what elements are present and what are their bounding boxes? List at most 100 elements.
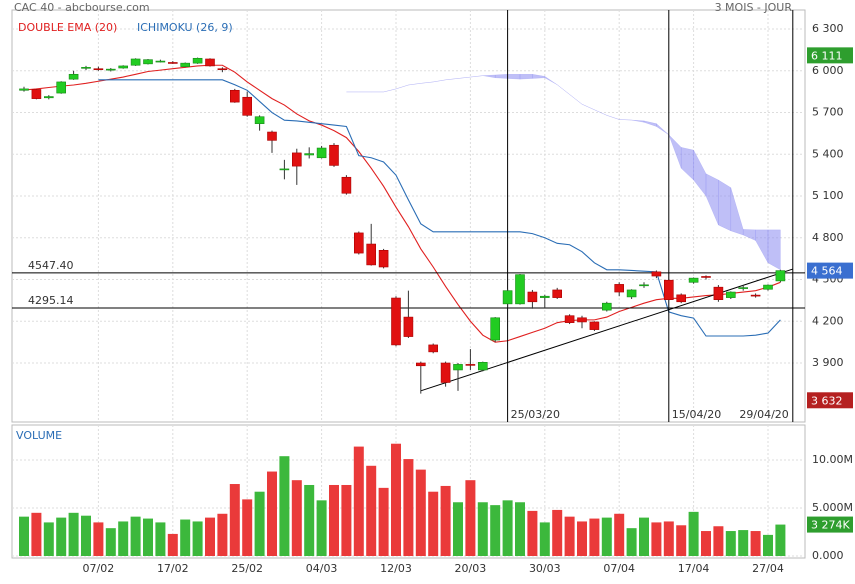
candle-body	[403, 316, 414, 337]
candle-body	[118, 65, 128, 69]
candle-body	[19, 88, 29, 91]
marker-label: 15/04/20	[672, 408, 721, 421]
candle-body	[725, 291, 736, 298]
badge-label: 3 274K	[811, 519, 850, 532]
ichimoku-cloud	[519, 74, 533, 80]
value-badge	[807, 516, 853, 533]
volume-bar	[614, 513, 625, 556]
candle-body	[527, 291, 538, 303]
candle-body	[56, 81, 67, 94]
volume-bar	[267, 471, 277, 556]
candle-body	[688, 277, 699, 283]
volume-bar	[453, 502, 463, 556]
overlay-line	[98, 79, 781, 337]
x-tick-label: 12/03	[380, 562, 412, 575]
volume-bar	[19, 516, 29, 556]
x-tick-label: 30/03	[529, 562, 561, 575]
ichimoku-cloud	[767, 229, 781, 271]
candle-body	[391, 297, 401, 346]
volume-bar	[43, 522, 54, 556]
volume-bar	[750, 531, 761, 556]
volume-bar	[155, 522, 166, 556]
ichimoku-cloud	[656, 123, 669, 136]
volume-bar	[167, 533, 178, 556]
volume-bar	[564, 516, 575, 556]
volume-bar	[316, 500, 327, 556]
volume-bar	[378, 487, 389, 556]
y-tick-label: 3 900	[812, 356, 844, 369]
volume-bar	[130, 516, 141, 556]
candle-body	[279, 168, 290, 171]
candle-body	[291, 152, 302, 167]
volume-bar	[663, 521, 674, 556]
candle-body	[515, 274, 525, 305]
volume-bar	[254, 491, 265, 556]
candle-body	[539, 295, 550, 298]
volume-bar	[353, 446, 364, 556]
y-tick-label: 6 300	[812, 22, 844, 35]
x-tick-label: 04/03	[306, 562, 338, 575]
volume-bar	[180, 519, 191, 556]
candle-body	[43, 96, 54, 99]
volume-bar	[502, 500, 513, 556]
volume-bar	[688, 511, 699, 556]
volume-bar	[527, 510, 538, 556]
volume-bar	[68, 512, 79, 556]
value-badge	[807, 392, 853, 409]
volume-bar	[366, 465, 377, 556]
volume-bar	[105, 528, 116, 556]
badge-label: 4 564	[811, 265, 843, 278]
candle-body	[81, 67, 91, 69]
value-badge	[807, 262, 853, 279]
volume-bar	[701, 531, 711, 556]
candle-body	[651, 271, 662, 277]
marker-label: 25/03/20	[511, 408, 560, 421]
overlay-line	[23, 64, 781, 343]
ichimoku-cloud	[544, 75, 558, 85]
candle-body	[106, 68, 116, 71]
candle-body	[130, 58, 141, 66]
volume-bar	[81, 515, 91, 556]
y-tick-label: 4 200	[812, 314, 844, 327]
volume-bar	[192, 521, 203, 556]
volume-bar	[205, 517, 215, 556]
candle-body	[267, 131, 277, 141]
volume-bar	[626, 528, 637, 556]
x-tick-label: 07/02	[83, 562, 115, 575]
volume-bar	[403, 459, 414, 556]
candle-body	[577, 317, 587, 323]
volume-bar	[229, 484, 240, 556]
volume-bar	[143, 518, 153, 556]
candle-body	[639, 284, 649, 287]
volume-bar	[713, 526, 724, 556]
volume-bar	[217, 513, 228, 556]
period: 3 MOIS - JOUR	[715, 1, 793, 14]
volume-bar	[515, 502, 525, 556]
candle-body	[713, 286, 724, 300]
candle-body	[329, 144, 339, 166]
y-tick-label: 6 000	[812, 64, 844, 77]
candle-body	[353, 232, 364, 254]
volume-bar	[775, 524, 786, 556]
candle-body	[93, 68, 104, 71]
candle-body	[453, 364, 463, 371]
volume-bar	[639, 517, 649, 556]
y-tick-label: 10.00M	[812, 453, 853, 466]
candle-body	[601, 302, 612, 311]
candle-body	[564, 315, 575, 323]
candle-body	[217, 68, 228, 71]
volume-bar	[477, 502, 488, 556]
y-tick-label: 5 100	[812, 189, 844, 202]
volume-bar	[341, 484, 352, 556]
volume-bar	[415, 469, 426, 556]
volume-bar	[763, 534, 773, 556]
candle-body	[192, 57, 203, 64]
y-tick-label: 5 400	[812, 147, 844, 160]
legend-entry: ICHIMOKU (26, 9)	[137, 21, 233, 34]
candle-body	[676, 294, 687, 303]
volume-bar	[118, 521, 129, 556]
candle-body	[366, 243, 377, 266]
candle-body	[230, 89, 240, 103]
candle-body	[663, 279, 674, 300]
